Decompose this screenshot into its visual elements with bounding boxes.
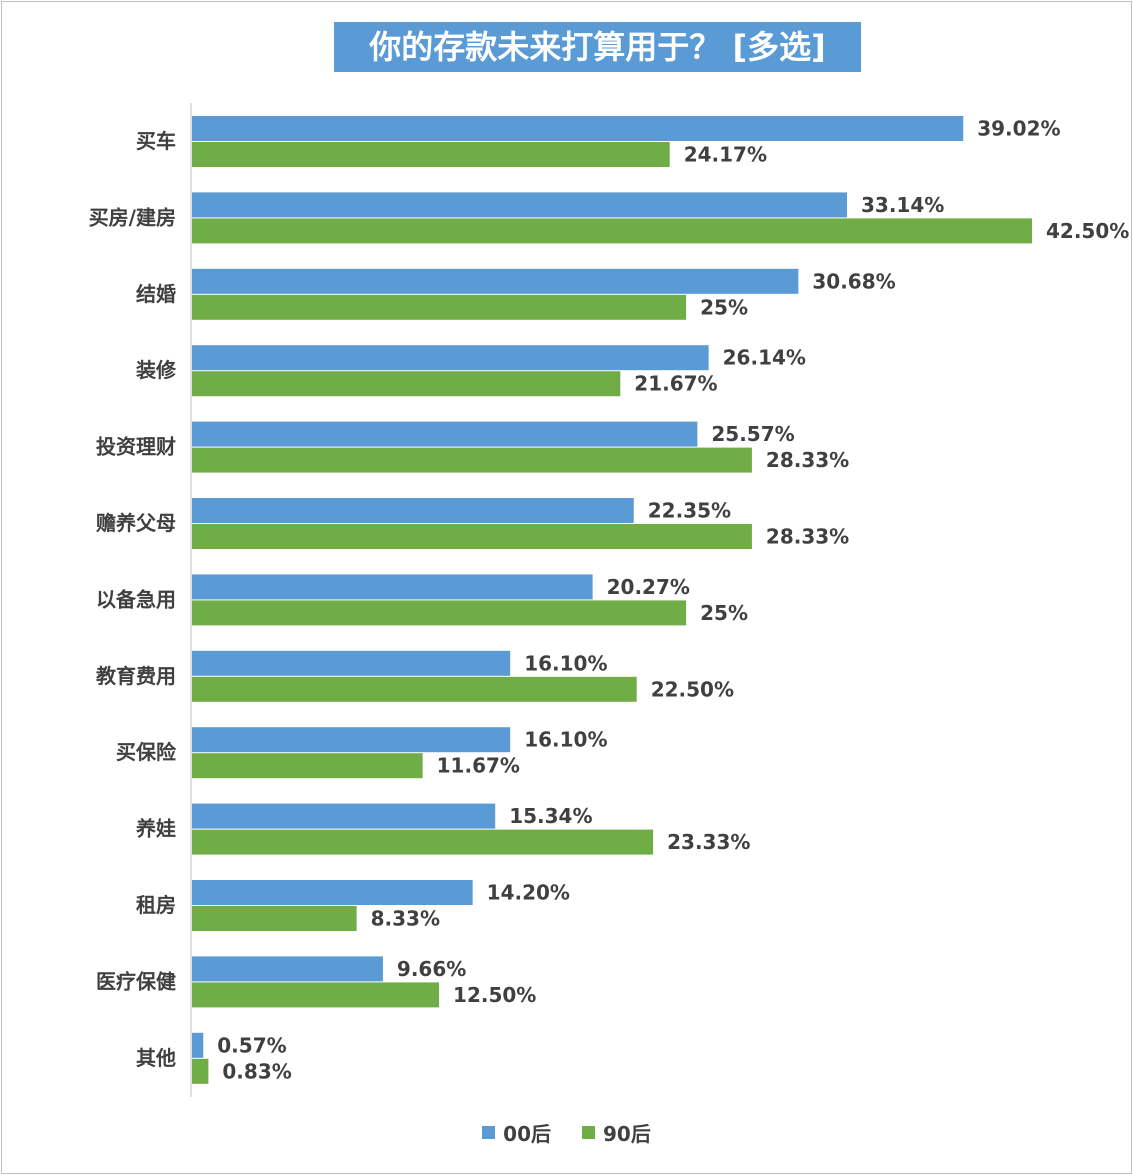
data-label: 33.14% xyxy=(861,193,944,217)
bar-90 xyxy=(192,753,423,779)
bar-00 xyxy=(192,727,511,753)
data-label: 22.50% xyxy=(651,677,734,701)
category-label: 投资理财 xyxy=(96,435,176,459)
bar-90 xyxy=(192,371,621,397)
data-label: 26.14% xyxy=(723,346,806,370)
bar-90 xyxy=(192,600,687,626)
bar-90 xyxy=(192,982,440,1008)
legend: 00后 90后 xyxy=(0,1118,1133,1147)
category-label: 装修 xyxy=(135,358,177,382)
bar-00 xyxy=(192,268,799,294)
bar-00 xyxy=(192,803,496,829)
data-label: 16.10% xyxy=(524,651,607,675)
data-label: 30.68% xyxy=(812,269,895,293)
bar-90 xyxy=(192,218,1032,244)
legend-swatch-90 xyxy=(581,1126,595,1139)
category-label: 买保险 xyxy=(116,740,177,764)
legend-item-90: 90后 xyxy=(581,1118,651,1147)
data-label: 25.57% xyxy=(711,422,794,446)
bar-00 xyxy=(192,421,698,447)
data-label: 0.83% xyxy=(222,1059,291,1083)
data-label: 25% xyxy=(700,295,748,319)
legend-item-00: 00后 xyxy=(482,1118,551,1147)
data-label: 8.33% xyxy=(371,907,440,931)
bar-90 xyxy=(192,829,654,855)
data-label: 15.34% xyxy=(509,804,592,828)
chart-title: 你的存款未来打算用于？ [多选] xyxy=(334,22,861,72)
data-label: 12.50% xyxy=(453,983,536,1007)
bar-00 xyxy=(192,116,964,141)
data-label: 23.33% xyxy=(667,830,750,854)
legend-swatch-00 xyxy=(482,1126,496,1139)
data-label: 25% xyxy=(700,601,748,625)
category-label: 养娃 xyxy=(135,817,176,841)
legend-label-90: 90后 xyxy=(602,1122,651,1146)
category-label: 教育费用 xyxy=(96,664,176,688)
bar-90 xyxy=(192,524,752,549)
bar-90 xyxy=(192,294,687,320)
bar-00 xyxy=(192,498,634,523)
data-label: 21.67% xyxy=(634,372,717,396)
bar-00 xyxy=(192,956,383,982)
data-label: 16.10% xyxy=(524,728,607,752)
bar-90 xyxy=(192,447,752,473)
bar-90 xyxy=(192,1058,209,1084)
category-label: 买房/建房 xyxy=(89,205,176,229)
data-label: 20.27% xyxy=(607,575,690,599)
data-label: 28.33% xyxy=(766,525,849,549)
data-label: 28.33% xyxy=(766,448,849,472)
bar-90 xyxy=(192,906,357,931)
category-label: 以备急用 xyxy=(96,587,176,611)
bar-90 xyxy=(192,676,637,702)
bar-00 xyxy=(192,650,511,676)
data-label: 14.20% xyxy=(487,881,570,905)
category-label: 租房 xyxy=(136,893,176,917)
category-label: 医疗保健 xyxy=(96,969,176,993)
bar-00 xyxy=(192,1032,204,1058)
category-label: 结婚 xyxy=(136,282,176,306)
bar-00 xyxy=(192,880,473,905)
category-label: 买车 xyxy=(136,129,176,153)
category-label: 其他 xyxy=(136,1046,176,1070)
bar-90 xyxy=(192,142,670,167)
data-label: 24.17% xyxy=(684,143,767,167)
data-label: 39.02% xyxy=(977,117,1060,141)
bar-00 xyxy=(192,574,593,600)
data-label: 22.35% xyxy=(648,499,731,523)
data-label: 0.57% xyxy=(217,1033,286,1057)
data-label: 11.67% xyxy=(437,754,520,778)
legend-label-00: 00后 xyxy=(503,1122,552,1146)
bar-00 xyxy=(192,345,709,371)
bar-00 xyxy=(192,192,848,218)
category-label: 赡养父母 xyxy=(95,511,176,535)
data-label: 9.66% xyxy=(397,957,466,981)
data-label: 42.50% xyxy=(1046,219,1129,243)
